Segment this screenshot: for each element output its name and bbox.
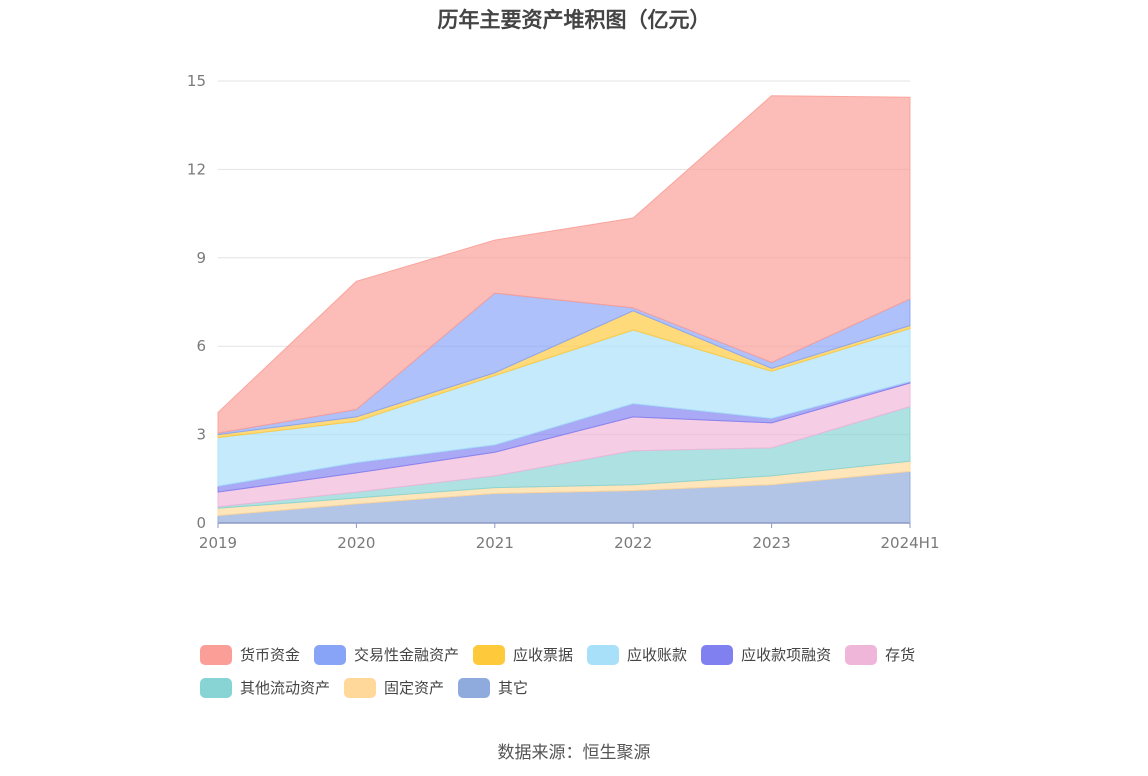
legend-label: 应收账款 bbox=[627, 646, 688, 664]
x-tick-label: 2019 bbox=[199, 534, 237, 552]
y-tick-label: 12 bbox=[187, 160, 206, 178]
legend-swatch bbox=[200, 644, 232, 665]
area-series-8 bbox=[217, 95, 911, 434]
y-tick-label: 3 bbox=[196, 426, 206, 444]
legend-label: 固定资产 bbox=[384, 679, 445, 697]
legend: 货币资金 交易性金融资产 应收票据 应收账款 应收款项融资 存货其他流动资产 固定资产 其它 bbox=[200, 638, 980, 704]
legend-item[interactable]: 固定资产 bbox=[344, 671, 444, 704]
legend-label: 应收票据 bbox=[513, 646, 574, 664]
legend-label: 货币资金 bbox=[240, 646, 301, 664]
legend-label: 其他流动资产 bbox=[240, 679, 331, 697]
area-series-group bbox=[217, 95, 911, 524]
legend-label: 应收款项融资 bbox=[741, 646, 832, 664]
legend-item[interactable]: 货币资金 bbox=[200, 638, 300, 671]
x-tick-label: 2022 bbox=[614, 534, 652, 552]
x-tick-label: 2023 bbox=[753, 534, 791, 552]
legend-item[interactable]: 应收票据 bbox=[473, 638, 573, 671]
legend-label: 存货 bbox=[885, 646, 916, 664]
legend-swatch bbox=[458, 677, 491, 698]
y-axis-ticks: 0 3 6 9 12 15 bbox=[187, 72, 206, 532]
x-axis-ticks: 2019 2020 2021 2022 2023 2024H1 bbox=[199, 534, 940, 552]
legend-item[interactable]: 应收款项融资 bbox=[701, 638, 831, 671]
legend-item[interactable]: 其他流动资产 bbox=[200, 671, 330, 704]
legend-swatch bbox=[587, 644, 620, 665]
legend-item[interactable]: 其它 bbox=[458, 671, 528, 704]
y-tick-label: 6 bbox=[196, 337, 206, 355]
legend-swatch bbox=[473, 644, 506, 665]
y-tick-label: 15 bbox=[187, 72, 206, 90]
legend-label: 交易性金融资产 bbox=[354, 646, 460, 664]
legend-item[interactable]: 存货 bbox=[845, 638, 915, 671]
x-tick-label: 2024H1 bbox=[881, 534, 940, 552]
legend-label: 其它 bbox=[498, 679, 529, 697]
legend-swatch bbox=[701, 644, 734, 665]
y-tick-label: 9 bbox=[196, 249, 206, 267]
legend-item[interactable]: 交易性金融资产 bbox=[314, 638, 459, 671]
x-axis bbox=[217, 522, 911, 528]
legend-item[interactable]: 应收账款 bbox=[587, 638, 687, 671]
legend-swatch bbox=[344, 677, 377, 698]
chart-title: 历年主要资产堆积图（亿元） bbox=[437, 8, 711, 32]
data-source-note: 数据来源：恒生聚源 bbox=[497, 743, 651, 763]
y-tick-label: 0 bbox=[196, 514, 206, 532]
legend-swatch bbox=[845, 644, 878, 665]
legend-swatch bbox=[200, 677, 232, 698]
stacked-area-chart: 0 3 6 9 12 15 2019 2020 2021 2022 2023 2024H1 bbox=[187, 72, 940, 552]
x-tick-label: 2021 bbox=[476, 534, 514, 552]
legend-swatch bbox=[314, 644, 347, 665]
x-tick-label: 2020 bbox=[337, 534, 375, 552]
